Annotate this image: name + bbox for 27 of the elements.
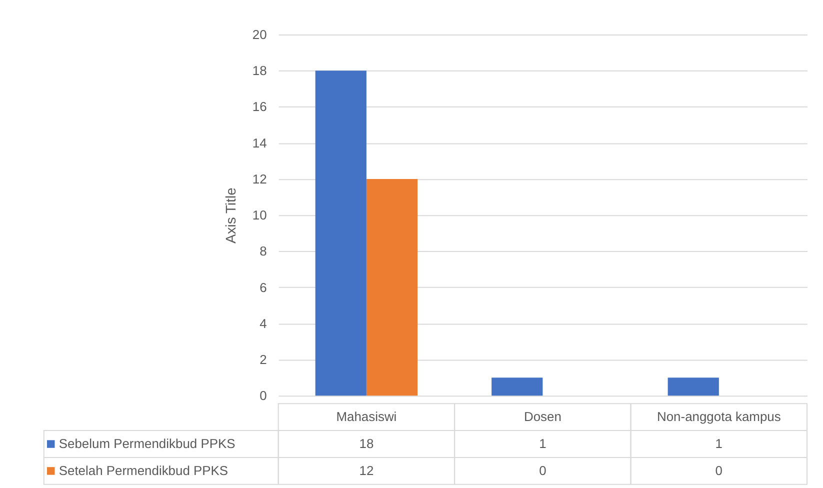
legend-label: Sebelum Permendikbud PPKS: [58, 436, 236, 452]
data-label: 12: [359, 462, 374, 478]
bar: [315, 70, 366, 396]
y-tick-label: 2: [260, 352, 267, 368]
data-label: 0: [715, 462, 723, 478]
x-tick-label: Non-anggota kampus: [656, 409, 782, 424]
y-tick-label: 6: [260, 280, 267, 295]
bar: [668, 378, 719, 396]
legend-label: Setelah Permendikbud PPKS: [58, 462, 228, 478]
y-tick-label: 4: [260, 316, 267, 331]
y-tick-label: 18: [252, 63, 267, 78]
y-tick-label: 20: [252, 27, 267, 42]
data-label: 1: [539, 436, 546, 452]
y-tick-label: 16: [252, 99, 267, 114]
y-tick-label: 14: [252, 135, 267, 150]
data-label: 0: [539, 462, 546, 478]
y-tick-label: 12: [252, 171, 267, 186]
data-label: 18: [359, 436, 374, 452]
x-tick-label: Mahasiswi: [336, 409, 397, 424]
y-tick-label: 10: [252, 208, 267, 223]
x-tick-label: Dosen: [524, 409, 562, 424]
y-tick-label: 8: [260, 244, 267, 259]
data-label: 1: [715, 436, 723, 452]
bar: [366, 178, 418, 396]
y-axis-title: Axis Title: [222, 187, 238, 244]
y-tick-label: 0: [260, 388, 267, 404]
bar: [492, 378, 543, 396]
